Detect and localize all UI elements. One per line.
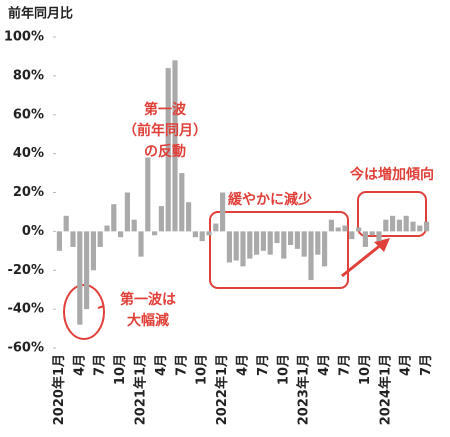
bar — [396, 219, 402, 232]
bar — [111, 204, 117, 232]
bar — [172, 60, 178, 232]
bar — [376, 231, 382, 242]
bar — [274, 231, 280, 244]
y-tick-label: 20% — [13, 185, 44, 200]
annotation: の反動 — [144, 143, 186, 160]
bar — [220, 192, 226, 232]
bar — [362, 231, 368, 247]
bar — [131, 219, 137, 232]
bar — [328, 219, 334, 232]
x-tick-label: 10月 — [358, 354, 373, 385]
bar — [267, 231, 273, 255]
bar — [417, 225, 423, 232]
x-tick-label: 7月 — [174, 354, 189, 376]
x-tick-label: 4月 — [72, 354, 87, 376]
bar — [145, 157, 151, 232]
x-tick-label: 4月 — [236, 354, 251, 376]
bar — [97, 231, 103, 247]
y-axis-label: 前年同月比 — [8, 6, 73, 22]
bar — [63, 215, 69, 232]
annotation: 第一波は — [120, 291, 176, 308]
bar — [308, 231, 314, 280]
bar — [226, 231, 232, 263]
bar — [342, 225, 348, 232]
bar — [233, 231, 239, 261]
y-tick-label: 60% — [13, 107, 44, 122]
bar — [213, 223, 219, 232]
bar — [247, 231, 253, 259]
bar — [322, 231, 328, 267]
highlight-ellipse — [63, 284, 105, 340]
x-tick-label: 7月 — [256, 354, 271, 376]
bar — [70, 231, 76, 247]
bar — [77, 231, 83, 325]
x-tick-label: 2024年1月 — [377, 354, 393, 425]
bar — [301, 231, 307, 257]
bar — [138, 231, 144, 257]
bar — [383, 219, 389, 232]
annotation: 今は増加傾向 — [349, 166, 434, 183]
annotation: 大幅減 — [127, 312, 169, 329]
bar — [124, 192, 130, 232]
x-tick-label: 10月 — [195, 354, 210, 385]
bar — [158, 206, 164, 232]
bar — [281, 231, 287, 259]
x-tick-label: 4月 — [317, 354, 332, 376]
bar — [390, 215, 396, 232]
y-tick-label: 100% — [4, 30, 44, 45]
bar — [179, 173, 185, 232]
bar — [192, 231, 198, 238]
x-tick-label: 4月 — [399, 354, 414, 376]
arrow — [97, 305, 105, 309]
bar — [206, 231, 212, 236]
bar — [369, 231, 375, 236]
x-tick-label: 10月 — [276, 354, 291, 385]
y-tick-label: -20% — [7, 263, 44, 278]
x-tick-label: 2021年1月 — [133, 354, 149, 425]
bar — [199, 231, 205, 242]
y-tick-label: 40% — [13, 146, 44, 161]
x-tick-label: 2022年1月 — [214, 354, 230, 425]
bar — [335, 227, 341, 232]
bar — [349, 231, 355, 240]
highlight-box — [209, 211, 349, 289]
bar — [56, 231, 62, 251]
bar — [294, 231, 300, 249]
bar — [118, 231, 124, 238]
bar — [403, 215, 409, 232]
x-tick-label: 7月 — [419, 354, 434, 376]
annotation: （前年同月） — [123, 122, 207, 139]
y-tick-label: -40% — [7, 302, 44, 317]
bar — [424, 221, 430, 232]
bar — [240, 231, 246, 267]
bar — [104, 225, 110, 232]
highlight-box — [357, 191, 427, 237]
x-tick-label: 4月 — [154, 354, 169, 376]
x-tick-label: 2023年1月 — [296, 354, 312, 425]
annotation: 緩やかに減少 — [228, 191, 312, 208]
bar — [356, 227, 362, 232]
bar — [90, 231, 96, 271]
x-tick-label: 10月 — [113, 354, 128, 385]
bar — [165, 68, 171, 232]
x-tick-label: 7月 — [93, 354, 108, 376]
y-tick-label: -60% — [7, 341, 44, 356]
x-tick-label: 2020年1月 — [51, 354, 67, 425]
y-tick-label: 0% — [22, 224, 44, 239]
bar — [152, 231, 158, 236]
annotation: 第一波 — [144, 101, 187, 118]
bar — [84, 231, 90, 310]
bar — [186, 202, 192, 232]
bar — [260, 231, 266, 251]
bar — [315, 231, 321, 255]
bar — [254, 231, 260, 255]
bar — [288, 231, 294, 245]
arrow-head — [374, 238, 390, 252]
arrow — [341, 242, 383, 278]
bar — [410, 221, 416, 232]
y-tick-label: 80% — [13, 68, 44, 83]
x-tick-label: 7月 — [338, 354, 353, 376]
